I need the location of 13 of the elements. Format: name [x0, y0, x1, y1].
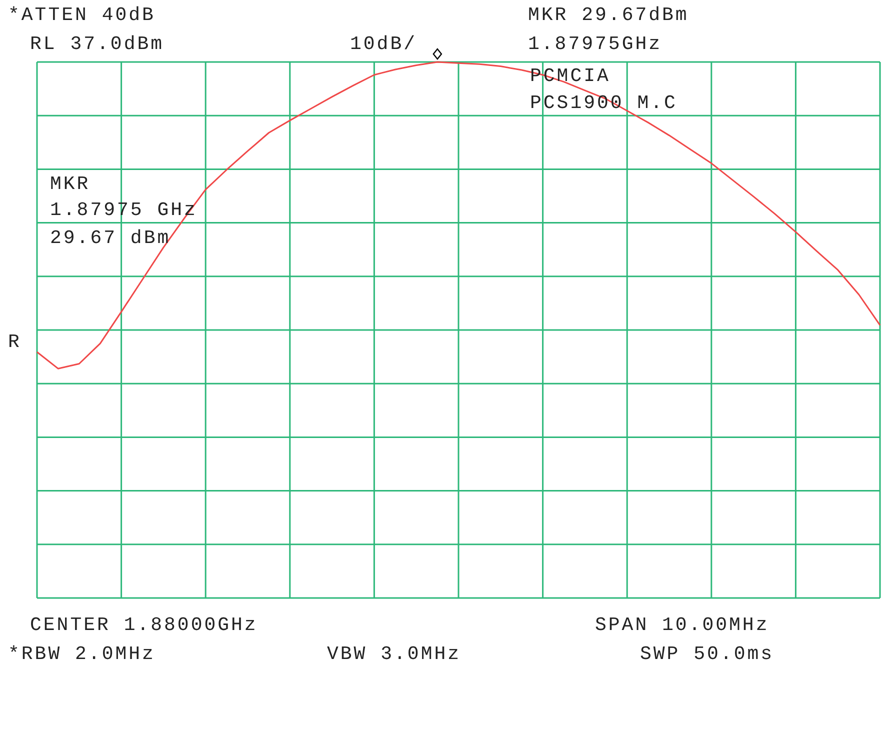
text: R — [8, 331, 22, 353]
text: VBW 3.0MHz — [327, 643, 462, 665]
text: SPAN 10.00MHz — [595, 614, 770, 636]
text: 10dB/ — [350, 33, 418, 55]
annotation: MKR — [50, 173, 90, 195]
text: 1.87975GHz — [528, 33, 662, 55]
text: SWP 50.0ms — [640, 643, 774, 665]
text: *RBW 2.0MHz — [8, 643, 156, 665]
annotation: 29.67 dBm — [50, 227, 171, 249]
text: *ATTEN 40dB — [8, 4, 156, 26]
text: MKR 29.67dBm — [528, 4, 689, 26]
text: CENTER 1.88000GHz — [30, 614, 258, 636]
text: RL 37.0dBm — [30, 33, 164, 55]
